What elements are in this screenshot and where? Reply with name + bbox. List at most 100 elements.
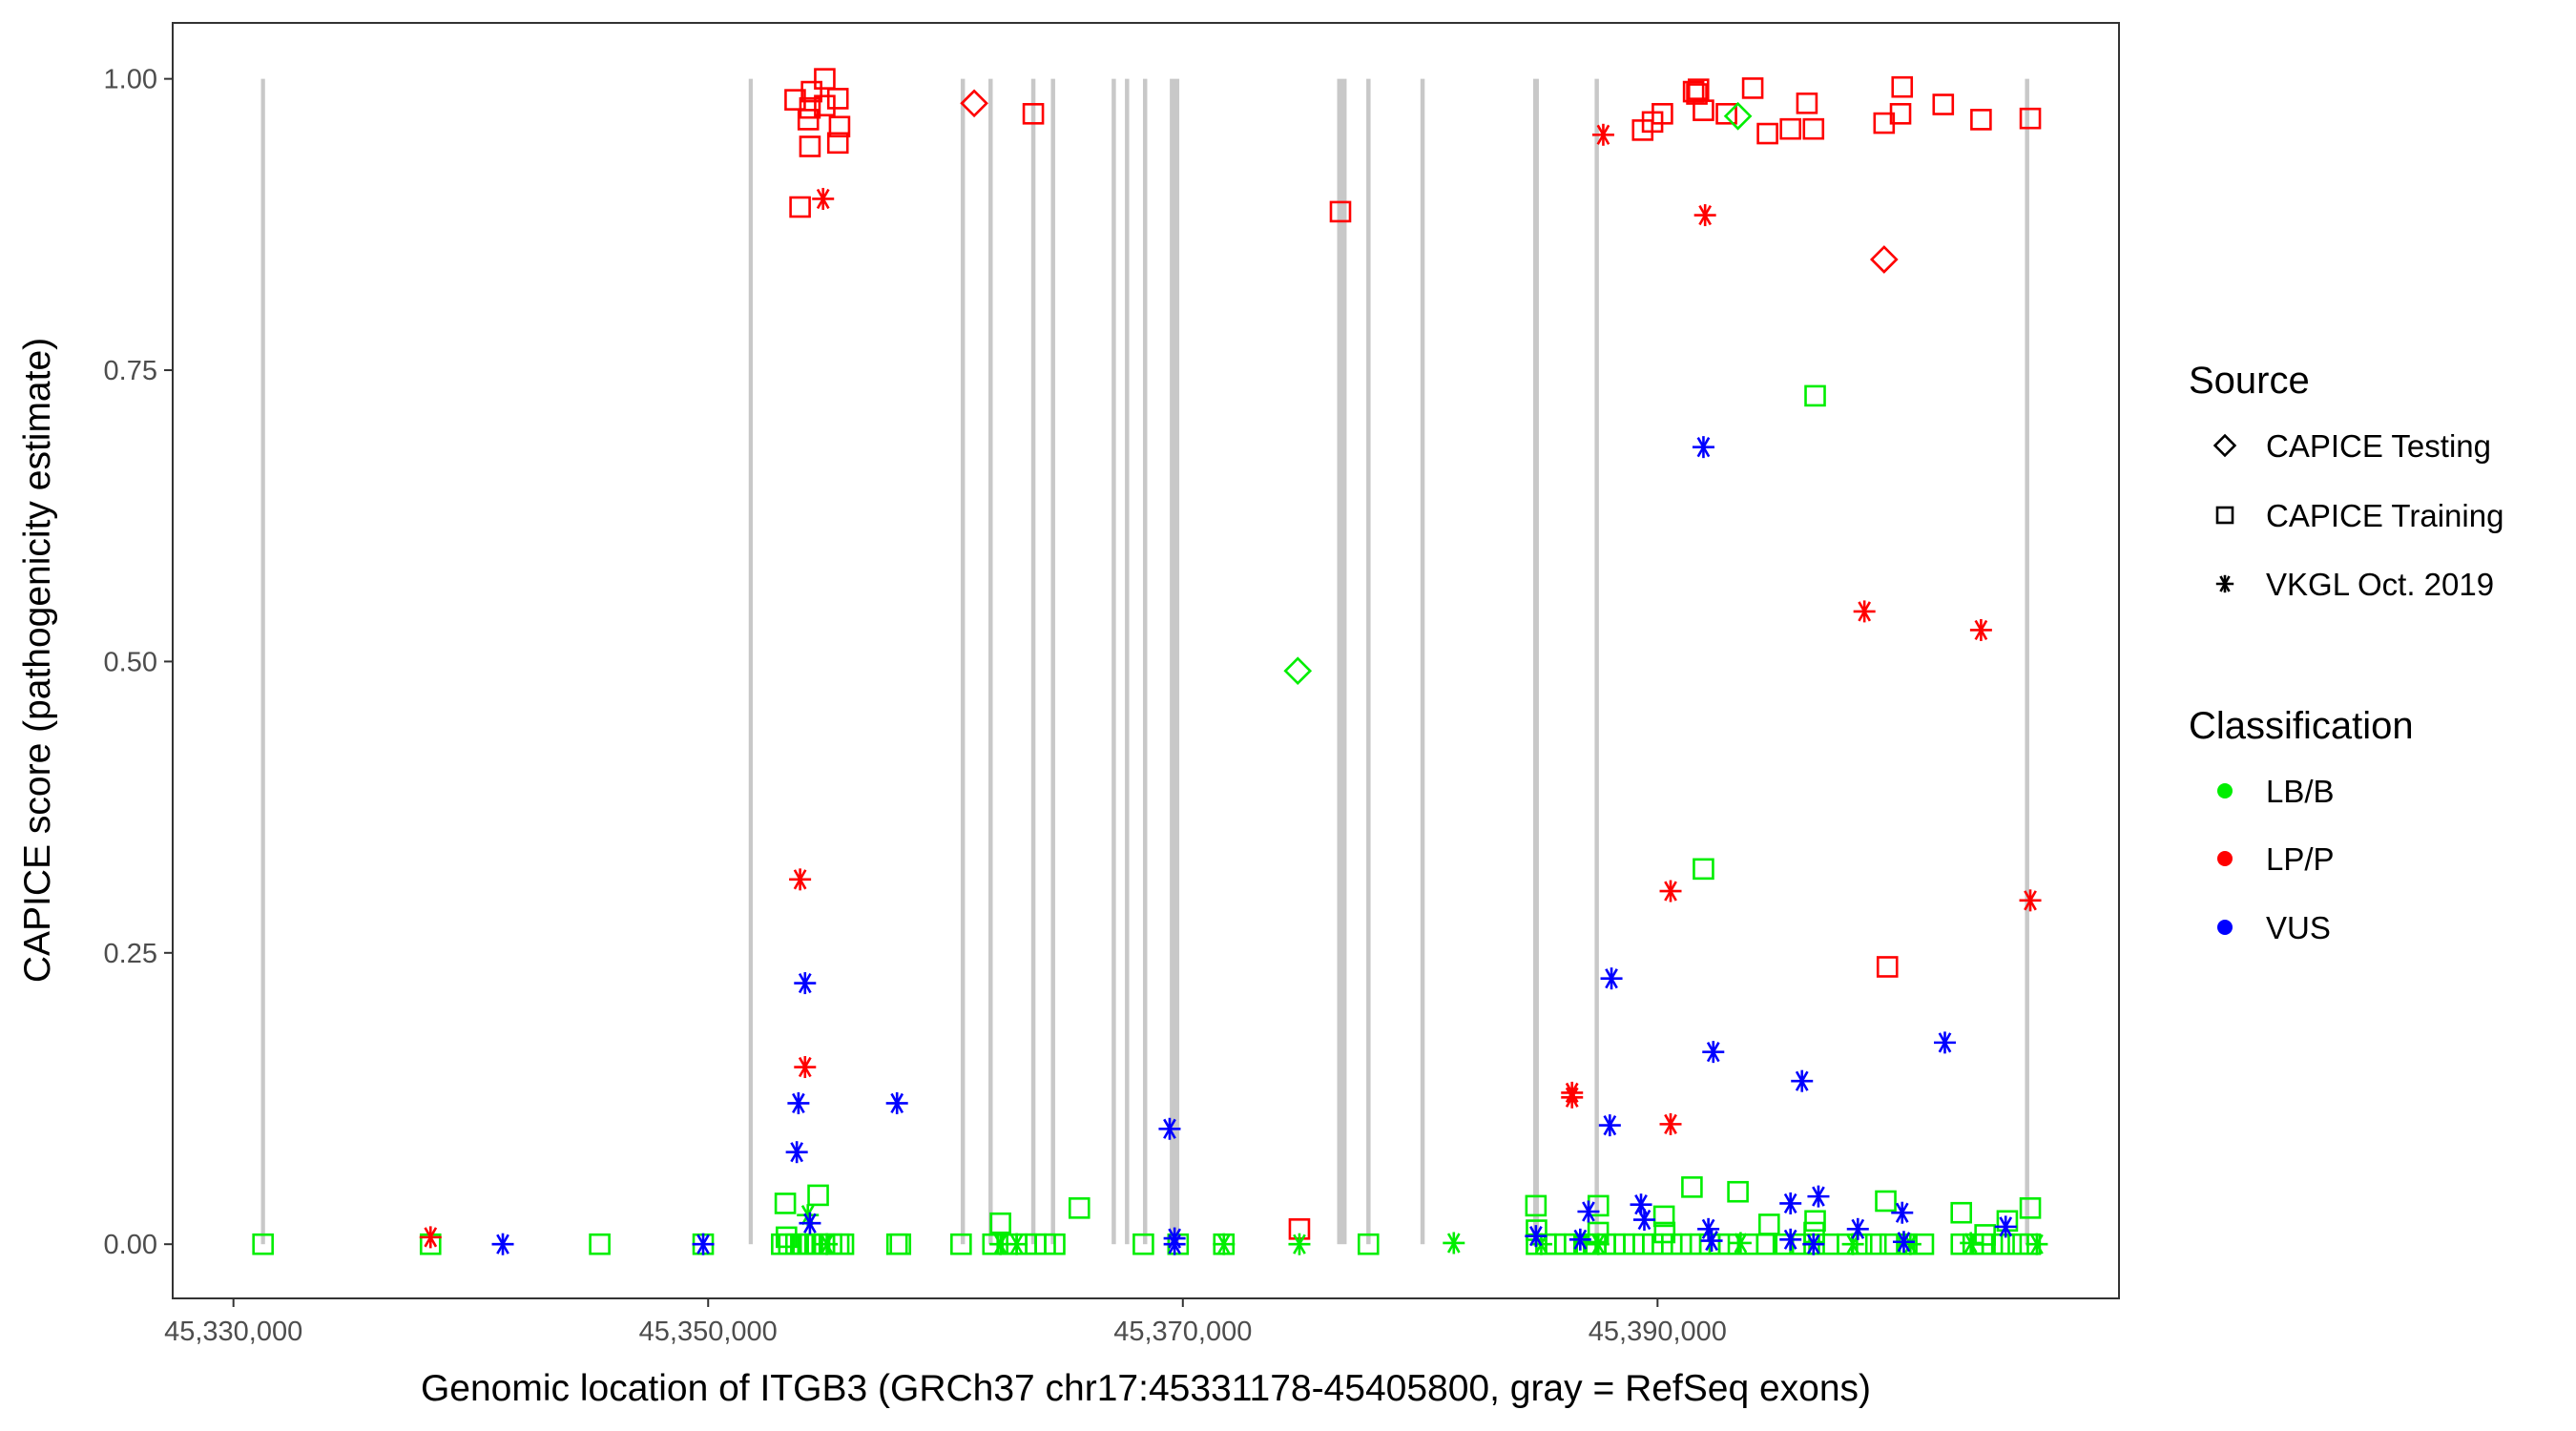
legend-class-label: VUS bbox=[2266, 910, 2331, 945]
data-point-square bbox=[807, 1184, 829, 1207]
data-point-square bbox=[1044, 1233, 1066, 1255]
data-point-asterisk bbox=[1443, 1232, 1465, 1255]
data-point-asterisk bbox=[785, 1141, 808, 1164]
data-point-asterisk bbox=[989, 1233, 1012, 1255]
x-tick-label: 45,330,000 bbox=[164, 1317, 302, 1347]
legend-source-title: Source bbox=[2189, 360, 2310, 402]
data-point-asterisk bbox=[1802, 1233, 1825, 1255]
x-axis-title: Genomic location of ITGB3 (GRCh37 chr17:… bbox=[421, 1368, 1871, 1409]
axes: 0.00 0.25 0.50 0.75 1.00 45,330,000 45,350,000… bbox=[104, 65, 1727, 1347]
data-point-square bbox=[1802, 117, 1825, 140]
data-point-square bbox=[1329, 200, 1352, 223]
data-point-asterisk bbox=[816, 1233, 839, 1255]
exon-band bbox=[1111, 78, 1116, 1245]
data-point-square bbox=[800, 80, 822, 103]
data-point-square bbox=[1993, 1233, 2015, 1255]
data-point-asterisk bbox=[1659, 880, 1682, 902]
exon-band bbox=[748, 78, 754, 1245]
data-point-square bbox=[1357, 1233, 1380, 1255]
y-tick-label: 0.50 bbox=[104, 647, 157, 677]
data-point-square bbox=[252, 1233, 274, 1255]
data-point-asterisk bbox=[1213, 1233, 1236, 1255]
data-point-asterisk bbox=[1692, 436, 1714, 459]
data-point-square bbox=[826, 132, 849, 155]
y-tick-label: 0.25 bbox=[104, 939, 157, 969]
data-point-square bbox=[1715, 102, 1737, 125]
data-point-asterisk bbox=[1779, 1192, 1802, 1214]
data-point-square bbox=[797, 109, 820, 131]
exon-band bbox=[1594, 78, 1599, 1245]
exon-band bbox=[960, 78, 966, 1245]
exon-band bbox=[988, 78, 993, 1245]
data-point-asterisk bbox=[1933, 1031, 1956, 1054]
data-point-asterisk bbox=[1791, 1069, 1814, 1092]
data-point-asterisk bbox=[1891, 1201, 1914, 1224]
data-point-asterisk bbox=[1846, 1217, 1869, 1240]
legend: Source Classification CAPICE Testing CAPI… bbox=[2189, 360, 2503, 945]
x-tick-label: 45,390,000 bbox=[1589, 1317, 1727, 1347]
data-point-square bbox=[1970, 109, 1992, 131]
data-point-asterisk bbox=[794, 1056, 817, 1079]
data-point-square bbox=[814, 94, 836, 117]
data-point-asterisk bbox=[1702, 1041, 1725, 1064]
data-point-square bbox=[1068, 1197, 1091, 1219]
data-point-square bbox=[1889, 102, 1912, 125]
data-point-asterisk bbox=[1700, 1230, 1723, 1253]
exon-band bbox=[1170, 78, 1180, 1245]
data-point-asterisk bbox=[1892, 1231, 1915, 1254]
data-point-square bbox=[1756, 122, 1778, 145]
data-point-asterisk bbox=[1994, 1215, 2017, 1238]
data-point-square bbox=[1932, 93, 1955, 115]
data-point-square bbox=[1687, 78, 1710, 100]
data-point-square bbox=[1652, 1205, 1675, 1228]
data-points bbox=[252, 68, 2048, 1255]
legend-dot-icon bbox=[2217, 783, 2233, 798]
data-point-square bbox=[989, 1212, 1011, 1234]
y-tick-label: 0.00 bbox=[104, 1230, 157, 1260]
data-point-asterisk bbox=[1659, 1112, 1682, 1135]
x-tick-label: 45,370,000 bbox=[1113, 1317, 1252, 1347]
exon-band bbox=[1366, 78, 1371, 1245]
data-point-diamond bbox=[1723, 101, 1753, 131]
data-point-square bbox=[950, 1233, 972, 1255]
data-point-asterisk bbox=[1807, 1185, 1830, 1208]
data-point-square bbox=[1875, 1190, 1897, 1213]
data-point-square bbox=[1981, 1233, 2004, 1255]
data-point-square bbox=[1727, 1180, 1749, 1203]
data-point-asterisk bbox=[1591, 123, 1614, 146]
y-axis-title: CAPICE score (pathogenicity estimate) bbox=[17, 338, 58, 983]
data-point-asterisk bbox=[812, 187, 835, 210]
data-point-square bbox=[784, 89, 806, 111]
data-point-asterisk bbox=[1288, 1233, 1311, 1255]
data-point-square bbox=[1755, 1233, 1778, 1255]
data-point-asterisk bbox=[1006, 1233, 1028, 1255]
data-point-square bbox=[889, 1233, 912, 1255]
data-point-asterisk bbox=[692, 1233, 715, 1255]
data-point-square bbox=[826, 88, 849, 110]
data-point-square bbox=[814, 68, 836, 90]
x-tick-label: 45,350,000 bbox=[639, 1317, 778, 1347]
data-point-square bbox=[1741, 77, 1764, 99]
legend-square-icon bbox=[2215, 506, 2234, 525]
data-point-square bbox=[1132, 1233, 1154, 1255]
data-point-square bbox=[1796, 92, 1818, 114]
data-point-diamond bbox=[1869, 245, 1899, 274]
data-point-asterisk bbox=[1960, 1232, 1983, 1255]
data-point-asterisk bbox=[1969, 618, 1992, 641]
data-point-square bbox=[2019, 1197, 2042, 1219]
legend-source-label: CAPICE Testing bbox=[2266, 428, 2491, 464]
data-point-diamond bbox=[1283, 656, 1313, 686]
data-point-asterisk bbox=[1561, 1086, 1584, 1109]
data-point-asterisk bbox=[491, 1233, 514, 1255]
legend-class-label: LP/P bbox=[2266, 841, 2335, 877]
data-point-asterisk bbox=[885, 1091, 908, 1114]
data-point-square bbox=[1693, 99, 1714, 121]
data-point-asterisk bbox=[1600, 967, 1623, 990]
data-point-square bbox=[1950, 1201, 1973, 1224]
data-point-asterisk bbox=[1158, 1117, 1181, 1140]
data-point-asterisk bbox=[799, 1212, 821, 1234]
data-point-square bbox=[1891, 75, 1914, 98]
data-point-square bbox=[789, 196, 811, 218]
data-point-asterisk bbox=[1568, 1228, 1591, 1251]
